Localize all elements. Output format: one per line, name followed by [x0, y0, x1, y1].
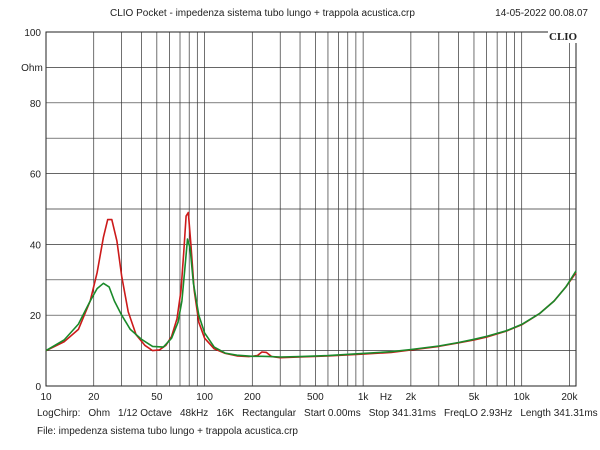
param-item: Length 341.31ms — [520, 408, 598, 419]
x-tick-label: 50 — [151, 392, 163, 403]
x-tick-label: 500 — [307, 392, 324, 403]
clio-logo: CLIO — [548, 31, 579, 43]
param-item: FreqLO 2.93Hz — [444, 408, 513, 419]
param-item: Stop 341.31ms — [368, 408, 436, 419]
x-tick-label: 20 — [88, 392, 100, 403]
chart-title: CLIO Pocket - impedenza sistema tubo lun… — [110, 8, 415, 19]
x-tick-label: 20k — [561, 392, 578, 403]
x-tick-label: 200 — [244, 392, 261, 403]
param-item: Start 0.00ms — [304, 408, 361, 419]
x-axis-label: Hz — [380, 392, 392, 403]
y-tick-label: 80 — [30, 99, 42, 110]
param-item: 1/12 Octave — [118, 408, 172, 419]
x-tick-label: 5k — [469, 392, 481, 403]
x-tick-label: 100 — [196, 392, 213, 403]
timestamp: 14-05-2022 00.08.07 — [495, 8, 588, 19]
y-tick-label: 60 — [30, 170, 42, 181]
y-tick-label: 0 — [35, 382, 41, 393]
x-tick-label: 10 — [40, 392, 52, 403]
series-lines — [45, 211, 577, 359]
y-tick-labels: 0 20 40 60 80 100 — [24, 28, 41, 393]
y-axis-label: Ohm — [21, 63, 43, 74]
param-item: LogChirp: — [37, 408, 81, 419]
x-tick-label: 10k — [514, 392, 531, 403]
param-item: 48kHz — [179, 408, 209, 419]
measurement-params: LogChirp: Ohm 1/12 Octave 48kHz 16K Rectangul… — [37, 408, 600, 419]
param-item: Rectangular — [242, 408, 297, 419]
y-tick-label: 20 — [30, 311, 42, 322]
x-tick-labels: 10 20 50 100 200 500 1k 2k 5k 10k 20k — [40, 392, 578, 403]
y-tick-label: 40 — [30, 240, 42, 251]
x-tick-label: 2k — [406, 392, 418, 403]
grid-lines — [46, 32, 576, 386]
param-item: Ohm — [88, 408, 111, 419]
x-tick-label: 1k — [358, 392, 370, 403]
param-item: 16K — [216, 408, 235, 419]
series-line-green — [45, 238, 577, 358]
file-name: File: impedenza sistema tubo lungo + tra… — [37, 426, 298, 437]
y-tick-label: 100 — [24, 28, 41, 39]
